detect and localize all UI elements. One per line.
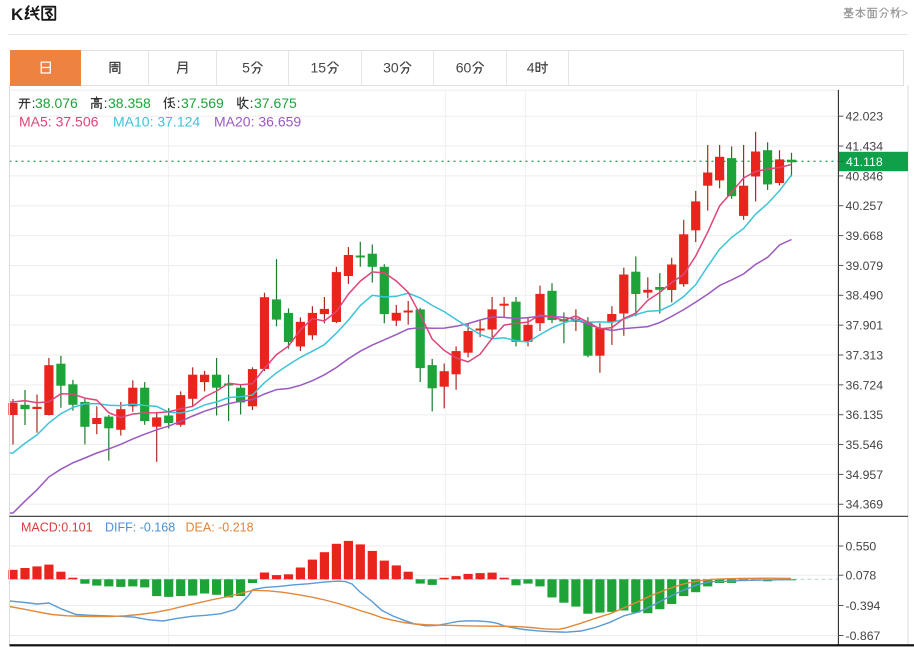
svg-text::: :: [104, 95, 108, 111]
svg-text:4: 4: [527, 60, 535, 76]
svg-text:38.076: 38.076: [35, 95, 78, 111]
svg-text:5: 5: [242, 60, 250, 76]
svg-text:38.490: 38.490: [846, 289, 884, 303]
svg-text:42.023: 42.023: [846, 110, 884, 124]
svg-text:K: K: [11, 5, 24, 24]
svg-text:36.724: 36.724: [846, 378, 884, 392]
svg-text:60: 60: [456, 60, 472, 76]
svg-text:40.846: 40.846: [846, 169, 884, 183]
svg-text:37.313: 37.313: [846, 348, 884, 362]
svg-text:30: 30: [383, 60, 399, 76]
svg-text:40.257: 40.257: [846, 199, 884, 213]
svg-text:36.135: 36.135: [846, 408, 884, 422]
svg-text:39.079: 39.079: [846, 259, 884, 273]
svg-text::: :: [32, 95, 36, 111]
svg-text:0.078: 0.078: [846, 569, 877, 583]
svg-text:15: 15: [311, 60, 327, 76]
svg-text:34.369: 34.369: [846, 498, 884, 512]
svg-text:-0.394: -0.394: [846, 599, 881, 613]
svg-text:41.434: 41.434: [846, 139, 884, 153]
svg-text:34.957: 34.957: [846, 468, 884, 482]
svg-text:35.546: 35.546: [846, 438, 884, 452]
svg-text:0.550: 0.550: [846, 539, 877, 553]
svg-text:37.569: 37.569: [181, 95, 224, 111]
svg-text::: :: [250, 95, 254, 111]
svg-text::: :: [177, 95, 181, 111]
svg-text:41.118: 41.118: [846, 155, 883, 169]
svg-text:37.675: 37.675: [254, 95, 297, 111]
svg-text:-0.867: -0.867: [846, 629, 881, 643]
svg-text:37.901: 37.901: [846, 319, 884, 333]
svg-text:38.358: 38.358: [108, 95, 151, 111]
svg-text:>: >: [901, 6, 908, 20]
svg-text:39.668: 39.668: [846, 229, 884, 243]
